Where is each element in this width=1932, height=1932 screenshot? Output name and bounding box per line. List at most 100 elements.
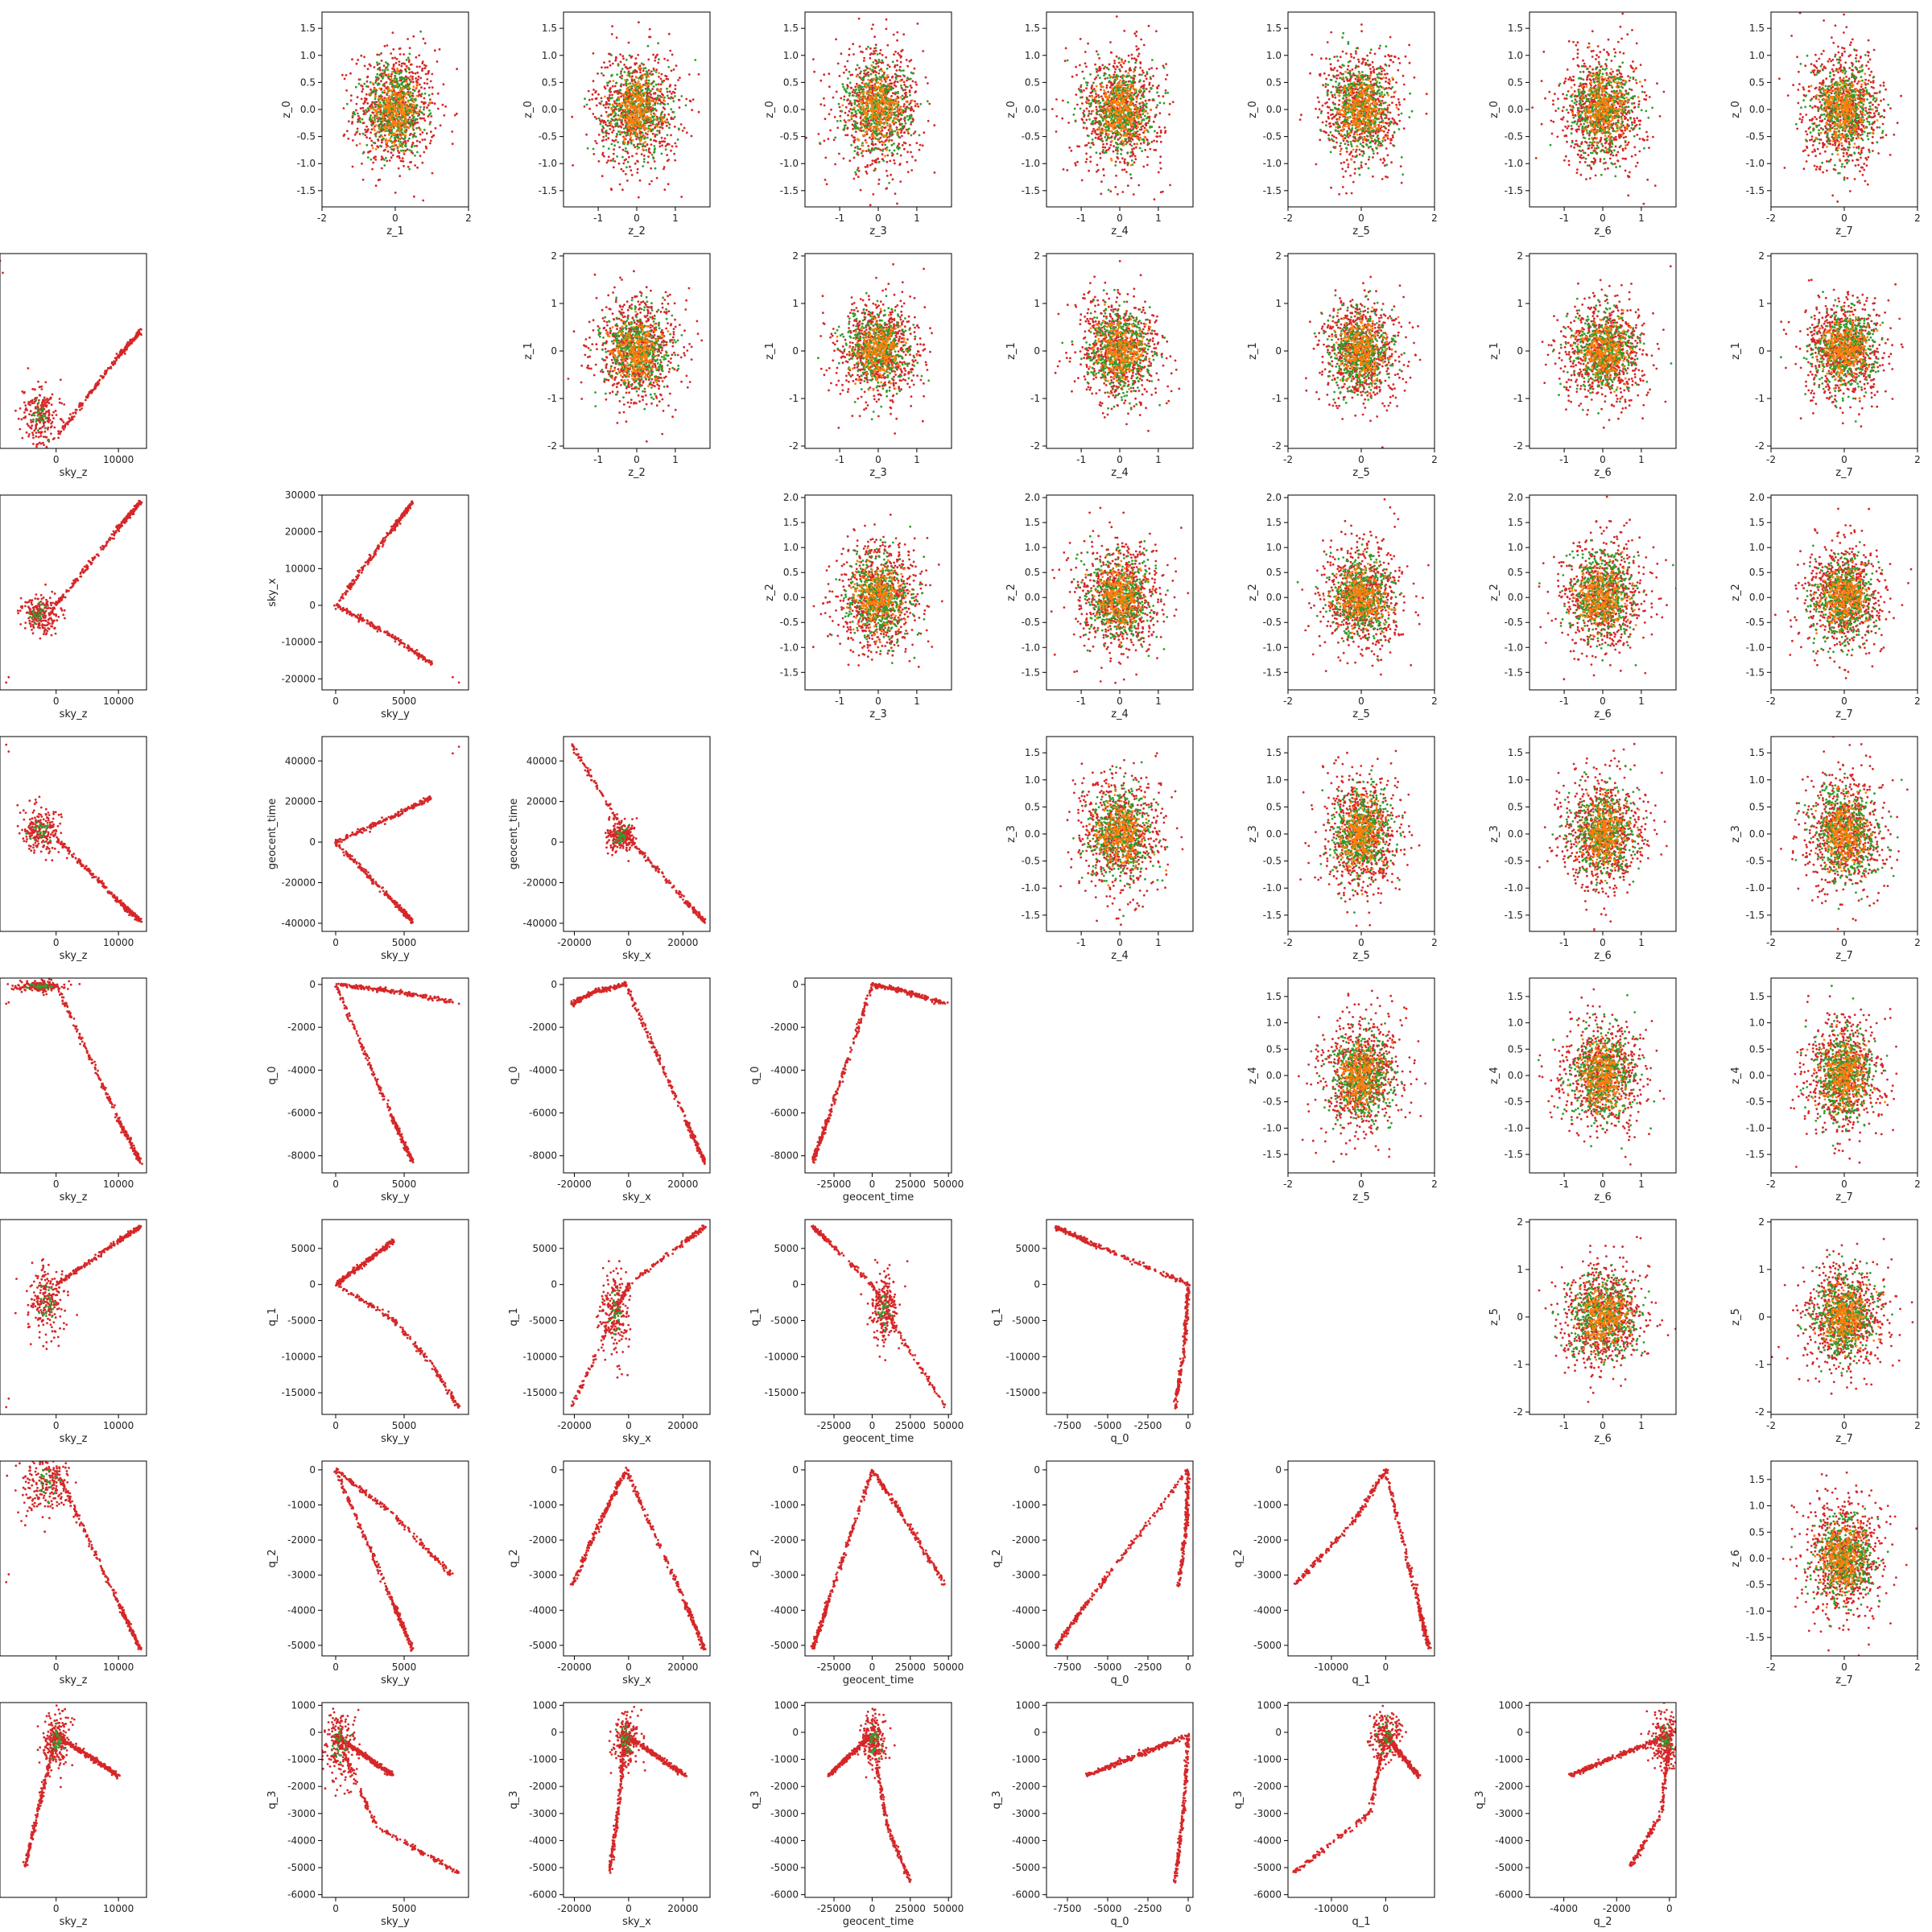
scatter-point [896,60,898,62]
scatter-point [606,97,609,100]
scatter-point [412,111,415,114]
x-tick-label: -2 [317,213,327,224]
scatter-point [417,90,420,93]
scatter-point [824,179,827,181]
scatter-point [382,73,385,76]
scatter-point [392,65,395,68]
scatter-point [834,163,836,166]
scatter-point [873,127,875,130]
scatter-point [658,72,660,74]
scatter-point [356,96,359,99]
scatter-point [1169,184,1171,187]
scatter-point [904,89,906,91]
scatter-point [345,89,348,92]
scatter-point [619,131,622,134]
scatter-point [836,62,840,65]
scatter-point [646,121,649,124]
scatter-point [415,56,418,59]
scatter-point [609,80,612,83]
scatter-point [410,63,413,66]
scatter-point [402,98,405,101]
scatter-point [621,101,624,105]
scatter-point [382,64,386,68]
scatter-point [1100,95,1103,98]
scatter-point [658,130,661,133]
scatter-point [604,87,607,90]
scatter-point [844,134,847,137]
scatter-point [623,108,626,111]
scatter-point [1119,161,1121,163]
scatter-point [606,84,609,87]
scatter-point [893,159,895,162]
y-axis-label: z_0 [764,101,776,118]
scatter-point [399,126,402,130]
scatter-point [634,101,638,103]
scatter-point [909,85,912,87]
scatter-point [1145,124,1148,127]
scatter-point [660,152,663,155]
scatter-point [639,120,642,123]
scatter-point [674,95,676,97]
scatter-point [587,89,590,93]
scatter-point [361,162,363,165]
scatter-point [356,127,359,130]
scatter-point [886,132,889,134]
scatter-point [902,105,906,108]
scatter-point [381,135,384,138]
scatter-point [854,120,857,123]
scatter-point [426,78,429,80]
y-tick-label: -1.5 [539,185,557,196]
scatter-point [861,85,864,89]
scatter-point [621,131,624,134]
scatter-point [1133,155,1137,158]
scatter-point [1144,74,1147,77]
scatter-point [637,110,640,114]
scatter-point [832,138,836,142]
scatter-point [400,129,403,132]
scatter-point [430,130,432,134]
scatter-point [881,141,885,144]
scatter-point [402,160,405,163]
scatter-point [881,97,884,100]
scatter-point [613,148,615,151]
scatter-point [899,96,902,99]
scatter-point [886,67,889,70]
scatter-point [608,122,611,125]
scatter-point [630,126,634,130]
scatter-point [858,98,861,101]
scatter-point [407,111,410,114]
scatter-point [374,97,377,101]
scatter-point [421,68,424,70]
scatter-point [625,127,629,130]
scatter-point [896,80,899,84]
scatter-point [1155,67,1158,70]
y-tick-label: -1.0 [297,158,316,169]
scatter-point [398,130,401,134]
scatter-point [877,86,880,89]
scatter-point [856,64,859,67]
scatter-point [895,77,898,80]
scatter-point [350,94,353,97]
scatter-point [850,114,853,117]
scatter-point [928,102,931,105]
scatter-point [423,119,427,122]
scatter-point [660,136,663,139]
scatter-point [870,122,873,126]
scatter-point [867,119,870,122]
scatter-point [866,165,869,168]
scatter-point [632,143,635,147]
scatter-point [664,148,667,151]
scatter-point [1105,149,1108,152]
scatter-point [640,93,643,96]
scatter-point [1135,146,1137,149]
scatter-point [412,101,415,104]
scatter-point [885,120,888,122]
scatter-point [368,118,371,122]
scatter-point [884,126,887,129]
y-tick-label: 1.0 [542,50,557,61]
scatter-point [650,70,653,73]
scatter-point [885,27,888,31]
scatter-point [646,44,650,47]
scatter-point [414,97,417,101]
scatter-point [1086,97,1089,100]
